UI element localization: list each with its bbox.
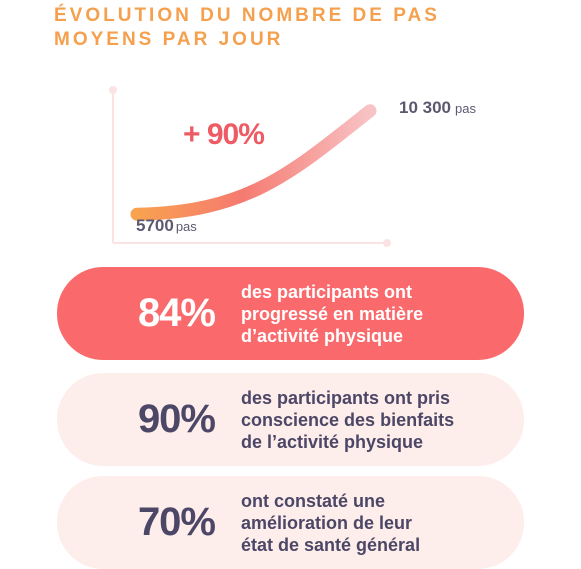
y-axis-end-dot	[109, 86, 117, 94]
stat-description-line: de l’activité physique	[241, 431, 424, 452]
steps-growth-line	[130, 104, 377, 221]
stat-percent: 84%	[137, 291, 216, 335]
stat-card-awareness: 90% des participants ont pris conscience…	[57, 373, 524, 466]
end-value-unit: pas	[455, 101, 476, 116]
chart-title-line-2: MOYENS PAR JOUR	[54, 29, 284, 50]
start-value-label: 5700 pas	[136, 216, 197, 236]
stat-description-line: amélioration de leur	[241, 512, 413, 533]
stat-description-line: des participants ont	[241, 281, 413, 302]
stat-description-line: conscience des bienfaits	[241, 409, 455, 430]
stat-description-line: état de santé général	[241, 534, 421, 555]
stat-description: ont constaté une amélioration de leur ét…	[241, 490, 511, 556]
end-value: 10 300	[399, 98, 451, 117]
stat-description: des participants ont progressé en matièr…	[241, 281, 511, 347]
chart-title-line-1: ÉVOLUTION DU NOMBRE DE PAS	[54, 5, 440, 26]
stat-card-health-improvement: 70% ont constaté une amélioration de leu…	[57, 476, 524, 569]
percent-change-annotation: + 90%	[183, 118, 265, 151]
stat-description-line: progressé en matière	[241, 303, 424, 324]
stat-description-line: d’activité physique	[241, 325, 404, 346]
stat-description-line: des participants ont pris	[241, 387, 451, 408]
stat-card-activity-progress: 84% des participants ont progressé en ma…	[57, 267, 524, 360]
x-axis-end-dot	[383, 239, 391, 247]
end-value-label: 10 300 pas	[399, 98, 476, 118]
stat-description-line: ont constaté une	[241, 490, 386, 511]
stat-description: des participants ont pris conscience des…	[241, 387, 511, 453]
stat-percent: 70%	[137, 500, 216, 544]
start-value-unit: pas	[175, 219, 197, 234]
chart-title: ÉVOLUTION DU NOMBRE DE PAS MOYENS PAR JO…	[54, 4, 554, 52]
stat-percent: 90%	[137, 397, 216, 441]
start-value: 5700	[136, 216, 174, 235]
steps-chart	[109, 86, 391, 247]
